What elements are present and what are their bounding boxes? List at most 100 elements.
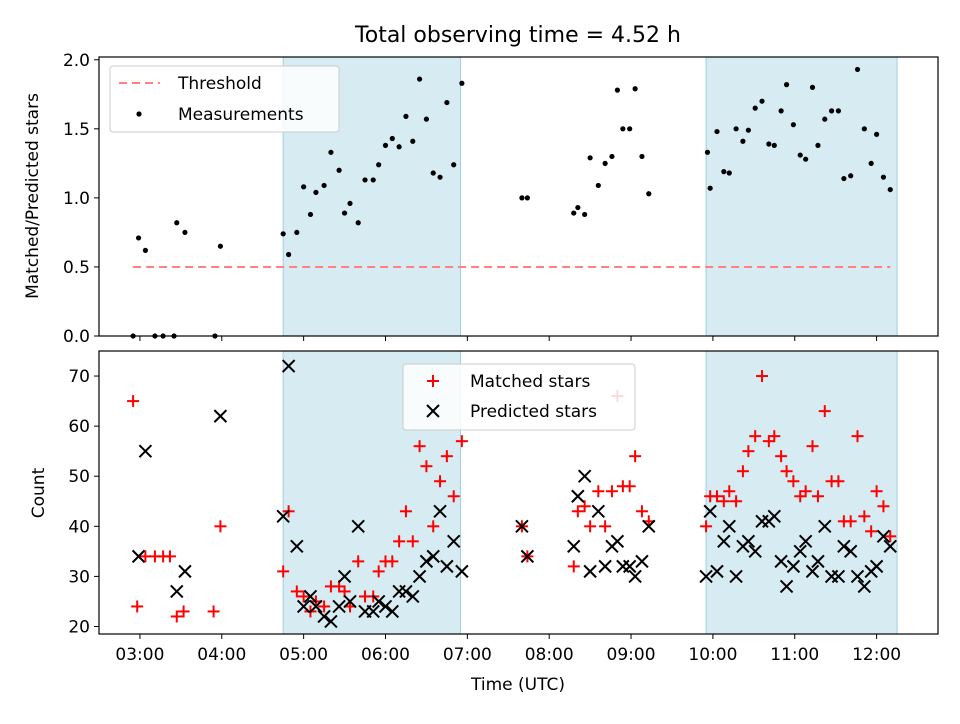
legend-predicted-swatch [426,404,440,418]
predicted-star-point [296,599,311,614]
measurement-point [416,76,423,82]
predicted-star-point [591,504,606,518]
measurement-point [396,144,402,150]
measurement-point [301,184,307,190]
measurement-point [868,160,874,166]
measurement-point [182,229,188,236]
predicted-star-point [309,599,323,614]
bottom-panel-counts: 20 30 40 50 60 70 03:00 04:00 05:00 06:00 07:00 08… [29,350,939,695]
y-tick-label: 60 [68,417,90,437]
predicted-star-point [138,444,153,458]
measurement-point [752,105,758,111]
predicted-star-point [583,564,597,579]
matched-star-point [571,505,584,518]
top-panel-frame [98,56,939,337]
matched-star-point [406,535,419,548]
predicted-star-point [324,614,338,629]
x-axis-label: Time (UTC) [470,675,565,695]
bottom-legend: Matched stars Predicted stars [402,363,636,431]
measurement-point [355,220,361,226]
legend-matched-swatch [427,375,439,387]
measurement-point [740,138,746,144]
measurement-point [524,195,530,201]
matched-star-point [775,450,788,463]
matched-star-point [584,520,597,533]
predicted-star-point [843,544,858,559]
matched-star-point [131,600,144,613]
measurement-point [336,167,342,173]
x-tick-label: 12:00 [852,645,901,665]
predicted-star-point [446,534,461,549]
measurement-point [444,99,450,106]
x-tick-label: 10:00 [688,645,737,665]
measurement-point [519,195,525,201]
predicted-star-point [818,519,832,534]
matched-star-point [170,610,183,623]
measurement-point [828,108,835,114]
measurement-point [803,156,809,162]
predicted-star-point [440,559,454,574]
matched-star-point [297,590,310,603]
matched-star-point [599,520,612,533]
predicted-star-point [317,609,331,624]
measurement-point [595,182,601,189]
measurement-point [714,128,720,135]
predicted-star-point [635,554,649,569]
matched-star-point [730,495,743,508]
measurement-point [382,142,389,148]
predicted-star-point [332,599,346,614]
measurement-point [815,142,821,148]
matched-star-point [455,435,468,448]
measurement-point [307,211,314,218]
matched-star-point [710,490,723,503]
predicted-star-point [722,519,736,534]
matched-star-point [794,490,807,503]
measurement-point [745,127,751,133]
predicted-star-point [699,569,713,584]
measurement-point [632,86,638,92]
top-legend: Threshold Measurements [109,65,340,133]
predicted-star-point [610,534,625,549]
matched-star-point [723,485,736,498]
measurement-point [347,200,353,207]
matched-star-point [717,495,730,508]
measurement-point [639,153,645,160]
matched-star-point [386,555,399,568]
measurement-point [341,210,348,216]
predicted-star-point [399,584,413,599]
predicted-star-point [793,544,807,559]
matched-star-point [623,480,636,493]
y-tick-label: 40 [68,517,90,537]
matched-star-point [127,395,140,408]
measurement-point [362,177,368,183]
measurement-point [135,235,142,241]
predicted-star-point [170,584,184,599]
measurement-point [627,126,633,132]
measurement-point [854,66,861,73]
measurement-point [707,185,713,191]
matched-star-point [605,485,618,498]
predicted-star-point [622,559,637,574]
legend-measurements-swatch [136,111,142,117]
measurement-point [841,175,847,182]
x-tick-label: 08:00 [525,645,574,665]
predicted-star-point [831,569,846,584]
y-tick-label: 50 [68,467,90,487]
measurement-point [571,210,577,216]
y-tick-label: 70 [68,367,90,387]
matched-star-point [290,585,303,598]
matched-star-point [578,500,591,513]
predicted-star-point [281,359,296,373]
matched-star-point [629,450,642,463]
measurement-point [609,153,615,160]
measurement-point [313,189,319,195]
predicted-star-point [717,534,731,549]
predicted-star-point [433,504,447,518]
predicted-star-point [767,509,781,523]
matched-star-point [399,505,412,518]
predicted-star-point [178,564,192,579]
measurement-point [280,231,286,237]
matched-star-point [214,520,227,533]
measurement-point [403,113,409,119]
predicted-star-point [598,559,612,574]
